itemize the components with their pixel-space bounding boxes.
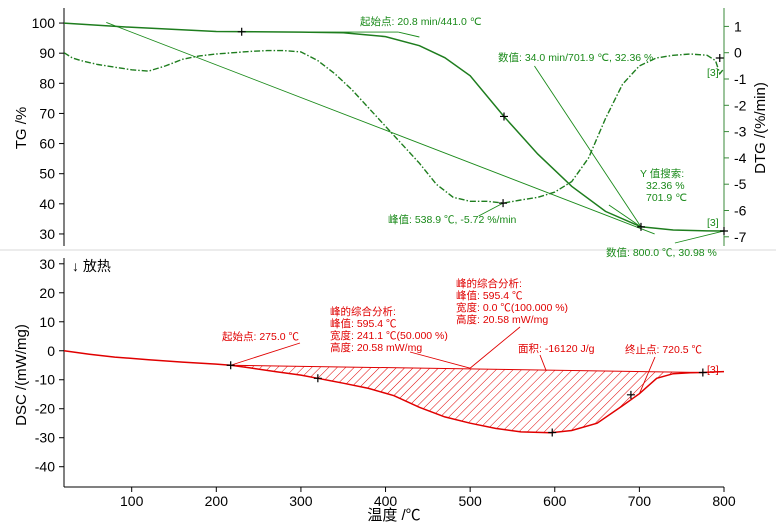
dsc-area-annotation: 面积: -16120 J/g xyxy=(518,343,595,355)
tg-tick-label: 80 xyxy=(39,75,55,91)
value2-leader xyxy=(674,230,725,244)
peak-analysis2-width: 宽度: 0.0 ℃(100.000 %) xyxy=(456,301,568,314)
ysearch-value: 32.36 % xyxy=(646,180,685,192)
dtg-y-ticks: 1 0 -1 -2 -3 -4 -5 -6 -7 xyxy=(724,18,747,245)
tg-tick-label: 50 xyxy=(39,166,55,182)
x-tick-label: 500 xyxy=(458,493,482,509)
dsc-point-marker xyxy=(698,368,707,377)
x-tick-label: 600 xyxy=(543,493,567,509)
dsc-series-line xyxy=(63,350,725,434)
ysearch-title: Y 值搜索: xyxy=(640,167,684,180)
tg-dtg-panel: 100 90 80 70 60 50 40 30 1 0 -1 -2 -3 -4 -5 -6 -7 TG /%… xyxy=(13,8,769,259)
peak-analysis1-peak: 峰值: 595.4 ℃ xyxy=(330,317,397,330)
peak-analysis1-height: 高度: 20.58 mW/mg xyxy=(330,341,422,354)
ysearch-temperature: 701.9 ℃ xyxy=(646,192,687,204)
tg-dtg-markers xyxy=(237,27,728,235)
dtg-tick-label: -3 xyxy=(734,124,747,140)
dsc-tick-label: -20 xyxy=(35,401,55,417)
dsc-y-ticks: 30 20 10 0 -10 -20 -30 -40 xyxy=(35,256,64,475)
dtg-tick-label: -7 xyxy=(734,229,747,245)
peak-analysis2-title: 峰的综合分析: xyxy=(456,277,522,290)
dsc-tick-label: 0 xyxy=(47,343,55,359)
tg-series-line xyxy=(63,22,725,232)
tg-dtg-point-marker xyxy=(715,53,724,62)
dsc-integrated-peak-area xyxy=(230,365,703,433)
tg-tick-label: 90 xyxy=(39,45,55,61)
endset-leader xyxy=(638,356,656,394)
dtg-y-axis-label: DTG /(%/min) xyxy=(752,82,769,174)
dsc-point-marker xyxy=(313,374,322,383)
dsc-onset-annotation: 起始点: 275.0 ℃ xyxy=(222,330,300,343)
dsc-point-marker xyxy=(548,428,557,437)
dsc-point-marker xyxy=(626,390,635,399)
x-tick-label: 100 xyxy=(120,493,144,509)
x-tick-label: 200 xyxy=(205,493,229,509)
area-leader xyxy=(539,354,547,372)
tg-tangent-line xyxy=(106,22,655,235)
dsc-tick-label: 30 xyxy=(39,256,55,272)
dsc-peak-baseline xyxy=(230,364,703,373)
tg-dtg-point-marker xyxy=(500,112,508,121)
dsc-markers xyxy=(226,361,707,437)
dsc-tick-label: -30 xyxy=(35,430,55,446)
tg-onset-annotation: 起始点: 20.8 min/441.0 ℃ xyxy=(360,15,482,28)
x-tick-label: 700 xyxy=(628,493,652,509)
dsc-y-axis-label: DSC /(mW/mg) xyxy=(13,324,30,426)
tg-dtg-point-marker xyxy=(499,199,508,208)
tg-dtg-point-marker xyxy=(237,27,246,36)
tg-tick-label: 70 xyxy=(39,105,55,121)
x-axis-label: 温度 /℃ xyxy=(367,507,420,524)
dtg-tick-label: -5 xyxy=(734,176,747,192)
value1-leader xyxy=(534,65,642,228)
dsc-point-marker xyxy=(226,361,235,370)
dtg-tick-label: -4 xyxy=(734,150,747,166)
peak-analysis1-width: 宽度: 241.1 ℃(50.000 %) xyxy=(330,329,448,342)
dtg-tick-label: -6 xyxy=(734,202,747,218)
tg-value1-annotation: 数值: 34.0 min/701.9 ℃, 32.36 % xyxy=(498,51,653,64)
exothermic-direction-label: ↓ 放热 xyxy=(72,258,111,274)
dsc-tick-label: -10 xyxy=(35,372,55,388)
tg-tick-label: 30 xyxy=(39,226,55,242)
dsc-tick-label: 20 xyxy=(39,285,55,301)
dtg-peak-annotation: 峰值: 538.9 ℃, -5.72 %/min xyxy=(388,213,517,226)
dtg-tick-label: -1 xyxy=(734,71,747,87)
x-axis-ticks: 100 200 300 400 500 600 700 800 xyxy=(120,487,736,509)
x-tick-label: 300 xyxy=(289,493,313,509)
dsc-endset-annotation: 终止点: 720.5 ℃ xyxy=(625,343,703,356)
tg-curve-tag: [3] xyxy=(707,217,719,229)
onset-leader xyxy=(398,31,420,38)
dtg-series-line xyxy=(63,49,725,204)
peak-analysis2-leader xyxy=(469,326,521,369)
tg-y-ticks: 100 90 80 70 60 50 40 30 xyxy=(32,15,64,242)
dtg-curve-tag: [3] xyxy=(707,67,719,79)
peak-analysis1-title: 峰的综合分析: xyxy=(330,305,396,318)
x-tick-label: 400 xyxy=(374,493,398,509)
tg-tick-label: 40 xyxy=(39,196,55,212)
dtg-tick-label: -2 xyxy=(734,97,747,113)
tg-dtg-point-marker xyxy=(636,222,645,231)
x-tick-label: 800 xyxy=(712,493,736,509)
peak-analysis2-peak: 峰值: 595.4 ℃ xyxy=(456,289,523,302)
tg-tick-label: 100 xyxy=(32,15,56,31)
tg-value2-annotation: 数值: 800.0 ℃, 30.98 % xyxy=(606,246,717,259)
peak-analysis2-height: 高度: 20.58 mW/mg xyxy=(456,313,548,326)
dsc-tick-label: 10 xyxy=(39,314,55,330)
peak-analysis1-leader xyxy=(409,351,471,369)
dsc-curve-tag: [3] xyxy=(707,364,719,376)
tg-tick-label: 60 xyxy=(39,136,55,152)
tg-y-axis-label: TG /% xyxy=(13,107,30,150)
dtg-tick-label: 1 xyxy=(734,18,742,34)
dsc-onset-leader xyxy=(230,342,301,366)
dsc-tick-label: -40 xyxy=(35,459,55,475)
dtg-tick-label: 0 xyxy=(734,45,742,61)
dsc-annotation-leaders xyxy=(230,326,656,394)
tg-dtg-point-marker xyxy=(720,226,728,235)
ysearch-leader xyxy=(608,204,642,228)
peak-leader xyxy=(478,202,504,217)
